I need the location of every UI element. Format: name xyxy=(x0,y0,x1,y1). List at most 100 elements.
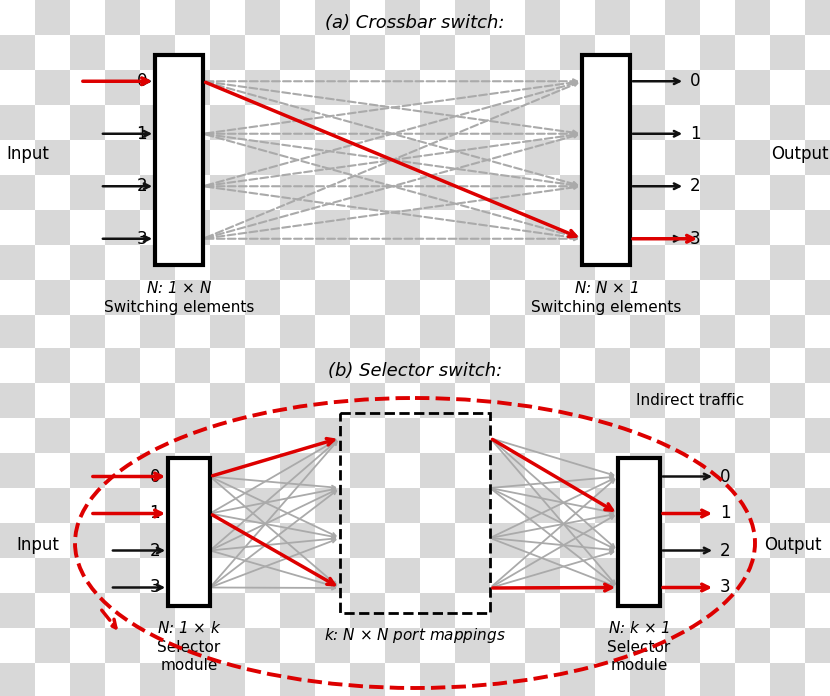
Bar xyxy=(0,35,35,70)
Bar xyxy=(140,35,175,70)
Bar xyxy=(455,70,490,105)
Bar xyxy=(140,383,175,418)
Bar xyxy=(280,663,315,696)
Bar xyxy=(0,315,35,350)
Bar xyxy=(560,663,595,696)
Bar xyxy=(455,418,490,453)
Bar xyxy=(175,348,210,383)
Bar xyxy=(700,383,735,418)
Bar xyxy=(490,35,525,70)
Bar xyxy=(175,350,210,385)
Bar xyxy=(35,70,70,105)
Bar xyxy=(455,488,490,523)
Bar xyxy=(735,0,770,35)
Bar xyxy=(490,453,525,488)
Bar xyxy=(595,418,630,453)
Bar xyxy=(770,593,805,628)
Bar xyxy=(525,0,560,35)
Bar xyxy=(210,593,245,628)
Bar xyxy=(70,383,105,418)
Bar xyxy=(385,210,420,245)
Bar xyxy=(595,350,630,385)
Bar xyxy=(700,453,735,488)
Bar xyxy=(140,315,175,350)
Bar xyxy=(245,348,280,383)
Bar xyxy=(735,488,770,523)
Bar xyxy=(210,175,245,210)
Bar xyxy=(525,280,560,315)
Bar xyxy=(735,210,770,245)
Bar xyxy=(280,35,315,70)
Bar xyxy=(105,210,140,245)
Bar xyxy=(630,523,665,558)
Bar xyxy=(770,175,805,210)
Text: 3: 3 xyxy=(690,230,701,248)
Bar xyxy=(455,348,490,383)
Bar xyxy=(105,280,140,315)
Bar xyxy=(105,558,140,593)
Bar xyxy=(525,350,560,385)
Bar xyxy=(455,0,490,35)
Bar xyxy=(350,593,385,628)
Bar xyxy=(385,70,420,105)
Bar xyxy=(490,105,525,140)
Bar xyxy=(210,105,245,140)
Bar xyxy=(700,315,735,350)
Bar xyxy=(700,35,735,70)
Bar xyxy=(0,453,35,488)
Bar xyxy=(420,663,455,696)
Bar xyxy=(700,105,735,140)
Bar xyxy=(35,350,70,385)
Bar xyxy=(805,280,830,315)
Bar xyxy=(490,523,525,558)
Bar xyxy=(385,140,420,175)
Bar xyxy=(700,523,735,558)
Bar xyxy=(315,70,350,105)
Bar xyxy=(490,245,525,280)
Bar xyxy=(490,383,525,418)
Bar xyxy=(245,488,280,523)
Bar xyxy=(805,70,830,105)
Bar xyxy=(630,383,665,418)
Bar xyxy=(595,558,630,593)
Bar xyxy=(490,315,525,350)
Bar xyxy=(35,348,70,383)
Bar xyxy=(105,418,140,453)
Bar xyxy=(385,348,420,383)
Text: Selector: Selector xyxy=(158,640,221,655)
Bar xyxy=(350,175,385,210)
Bar xyxy=(35,628,70,663)
Bar xyxy=(350,383,385,418)
Text: 0: 0 xyxy=(149,468,160,486)
Bar xyxy=(665,140,700,175)
Bar xyxy=(175,280,210,315)
Bar xyxy=(70,175,105,210)
Bar xyxy=(175,418,210,453)
Bar xyxy=(175,488,210,523)
Bar xyxy=(560,453,595,488)
Bar xyxy=(665,628,700,663)
Text: 1: 1 xyxy=(690,125,701,143)
Text: Output: Output xyxy=(764,537,822,555)
Bar xyxy=(0,383,35,418)
Bar xyxy=(665,418,700,453)
Bar xyxy=(280,245,315,280)
Bar xyxy=(70,453,105,488)
Bar xyxy=(105,488,140,523)
Bar xyxy=(525,140,560,175)
Bar xyxy=(735,628,770,663)
Bar xyxy=(805,488,830,523)
Bar xyxy=(140,663,175,696)
Bar xyxy=(105,350,140,385)
Bar xyxy=(280,383,315,418)
Bar xyxy=(315,348,350,383)
Bar xyxy=(490,663,525,696)
Bar xyxy=(455,210,490,245)
Bar xyxy=(455,350,490,385)
Bar xyxy=(595,0,630,35)
Bar xyxy=(70,523,105,558)
Text: $N$: 1 × $N$: $N$: 1 × $N$ xyxy=(146,280,212,296)
Bar xyxy=(805,210,830,245)
Bar xyxy=(280,105,315,140)
Bar xyxy=(35,558,70,593)
